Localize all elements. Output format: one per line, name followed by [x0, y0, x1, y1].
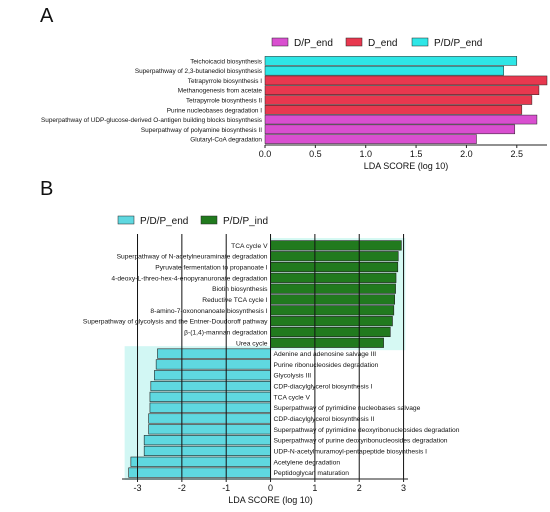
bar: [270, 272, 397, 283]
x-tick-label: 2: [357, 483, 362, 493]
bar: [148, 413, 271, 424]
bar-label: Superpathway of pyrimidine deoxyribonucl…: [274, 427, 460, 434]
bar-label: Methanogenesis from acetate: [178, 88, 263, 95]
bar: [264, 114, 538, 125]
x-tick-label: -2: [178, 483, 186, 493]
x-tick-label: 3: [401, 483, 406, 493]
bar: [264, 105, 523, 115]
legend-label: P/D/P_ind: [223, 216, 268, 227]
x-tick-label: 1: [312, 483, 317, 493]
bar-label: Superpathway of polyamine biosynthesis I…: [141, 127, 262, 134]
bar: [270, 283, 396, 294]
bar-label: β-(1,4)-mannan degradation: [184, 329, 268, 336]
bar-label: Tetrapyrrole biosynthesis I: [188, 78, 262, 85]
bar-label: Superpathway of purine deoxyribonucleosi…: [274, 438, 448, 445]
bar: [270, 326, 391, 338]
x-tick-label: 0: [268, 483, 273, 493]
bar-label: Glycolysis III: [274, 373, 312, 380]
bar-label: Biotin biosynthesis: [212, 286, 268, 293]
bar: [157, 348, 271, 359]
panel-b-label: B: [40, 178, 53, 200]
bar: [270, 251, 399, 262]
bar: [130, 456, 271, 467]
bar-label: Adenine and adenosine salvage III: [274, 351, 377, 358]
bar: [264, 124, 516, 135]
x-tick-label: -3: [134, 483, 142, 493]
legend-label: P/D/P_end: [140, 216, 188, 227]
bar-label: Peptidoglycan maturation: [274, 470, 350, 477]
bar-label: TCA cycle V: [231, 243, 268, 250]
x-axis-label: LDA SCORE (log 10): [228, 495, 313, 505]
bar-label: Glutaryl-CoA degradation: [190, 137, 262, 144]
x-tick-label: 2.0: [460, 149, 473, 159]
bar: [264, 85, 540, 95]
bar-label: CDP-diacylglycerol biosynthesis I: [274, 384, 373, 391]
bar-label: Pyruvate fermentation to propanoate I: [155, 265, 267, 272]
x-tick-label: 0.5: [309, 149, 322, 159]
bar: [264, 95, 533, 105]
bar-label: CDP-diacylglycerol biosynthesis II: [274, 416, 375, 423]
x-tick-label: 0.0: [259, 149, 272, 159]
legend-label: D/P_end: [294, 38, 333, 49]
bar-label: UDP-N-acetylmuramoyl-pentapeptide biosyn…: [274, 448, 428, 455]
x-tick-label: -1: [222, 483, 230, 493]
bar: [270, 240, 402, 251]
bar: [149, 391, 271, 402]
bar: [264, 65, 504, 76]
bar-label: Superpathway of pyrimidine nucleobases s…: [274, 405, 421, 412]
bar-label: Superpathway of glycolysis and the Entne…: [83, 319, 268, 326]
bar: [270, 261, 399, 273]
bar-label: Teichoicacid biosynthesis: [190, 58, 262, 65]
x-tick-label: 1.5: [410, 149, 423, 159]
bar: [148, 424, 271, 435]
bar: [150, 380, 271, 392]
bar-label: Urea cycle: [236, 340, 268, 347]
bar-label: Purine ribonucleosides degradation: [274, 362, 379, 369]
legend-label: P/D/P_end: [434, 38, 482, 49]
bar: [264, 56, 518, 66]
panel-a-chart: D/P_end D_end P/D/P_end Teichoicacid biosyn…: [41, 37, 548, 171]
bar: [143, 435, 271, 446]
bar-label: Acetylene degradation: [274, 459, 341, 466]
bar: [128, 467, 271, 478]
bar: [270, 294, 395, 305]
bar-label: Superpathway of 2,3-butanediol biosynthe…: [135, 68, 262, 75]
panel-b-chart: P/D/P_end P/D/P_ind TCA cycle V Superpathwa…: [83, 215, 460, 505]
bar-label: 4-deoxy-L-threo-hex-4-enopyranuronate de…: [111, 275, 267, 282]
x-axis-label: LDA SCORE (log 10): [364, 161, 449, 171]
bar: [264, 75, 548, 86]
bar: [154, 370, 271, 381]
legend-swatch: [117, 215, 135, 225]
bar: [270, 316, 393, 327]
bar: [270, 337, 384, 348]
bar-label: Purine nucleobases degradation I: [167, 107, 262, 114]
bar: [143, 445, 271, 457]
bar-label: Superpathway of UDP-glucose-derived O-an…: [41, 117, 262, 124]
legend-swatch: [345, 37, 363, 47]
bar-label: Reductive TCA cycle I: [202, 297, 267, 304]
legend-label: D_end: [368, 38, 397, 49]
x-tick-label: 1.0: [359, 149, 372, 159]
legend-swatch: [411, 37, 429, 47]
bar-label: Tetrapyrrole biosynthesis II: [186, 98, 262, 105]
bar-label: 8-amino-7-oxononanoate biosynthesis I: [150, 308, 267, 315]
bar-label: Superpathway of N-acetylneuraminate degr…: [117, 254, 268, 261]
legend-swatch: [200, 215, 218, 225]
bar: [149, 402, 271, 413]
bar: [155, 359, 271, 370]
bar: [270, 305, 395, 316]
bar: [264, 134, 477, 144]
bar-label: TCA cycle V: [274, 394, 311, 401]
legend-swatch: [271, 37, 289, 47]
x-tick-label: 2.5: [511, 149, 524, 159]
panel-a-label: A: [40, 5, 54, 27]
